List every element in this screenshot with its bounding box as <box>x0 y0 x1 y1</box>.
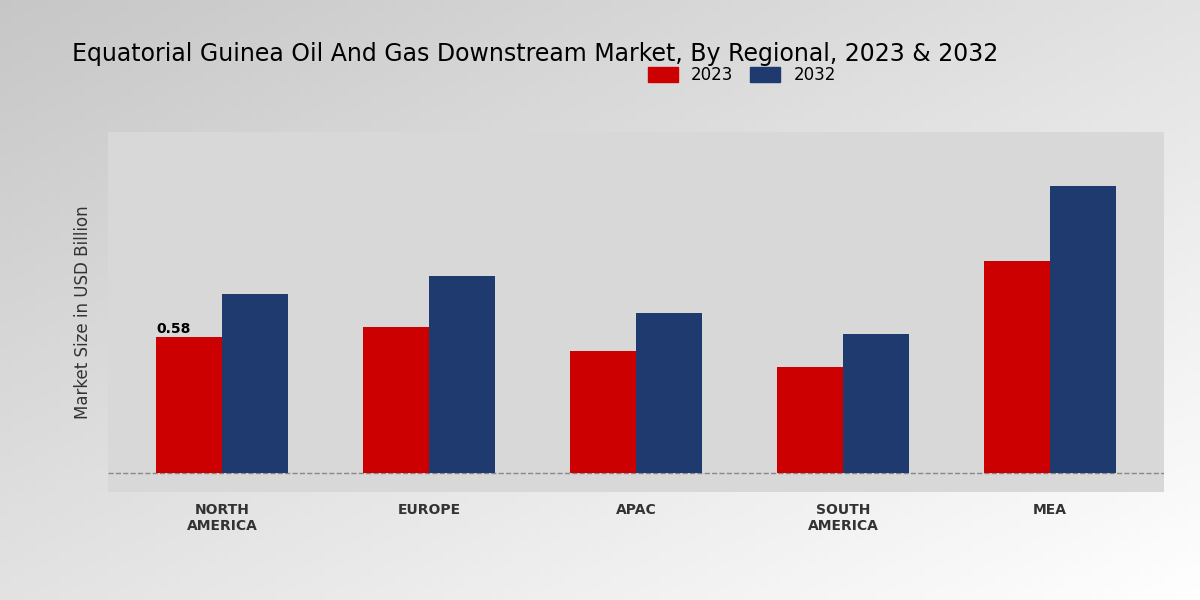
Bar <box>362 327 430 473</box>
Bar <box>1050 186 1116 473</box>
Bar <box>222 295 288 473</box>
Bar <box>984 262 1050 473</box>
Text: Equatorial Guinea Oil And Gas Downstream Market, By Regional, 2023 & 2032: Equatorial Guinea Oil And Gas Downstream… <box>72 42 998 66</box>
Bar <box>636 313 702 473</box>
Bar <box>430 275 496 473</box>
Bar <box>156 337 222 473</box>
Bar <box>570 351 636 473</box>
Y-axis label: Market Size in USD Billion: Market Size in USD Billion <box>74 205 92 419</box>
Legend: 2023, 2032: 2023, 2032 <box>642 61 841 89</box>
Text: 0.58: 0.58 <box>156 322 191 336</box>
Bar <box>776 367 842 473</box>
Bar <box>842 334 910 473</box>
